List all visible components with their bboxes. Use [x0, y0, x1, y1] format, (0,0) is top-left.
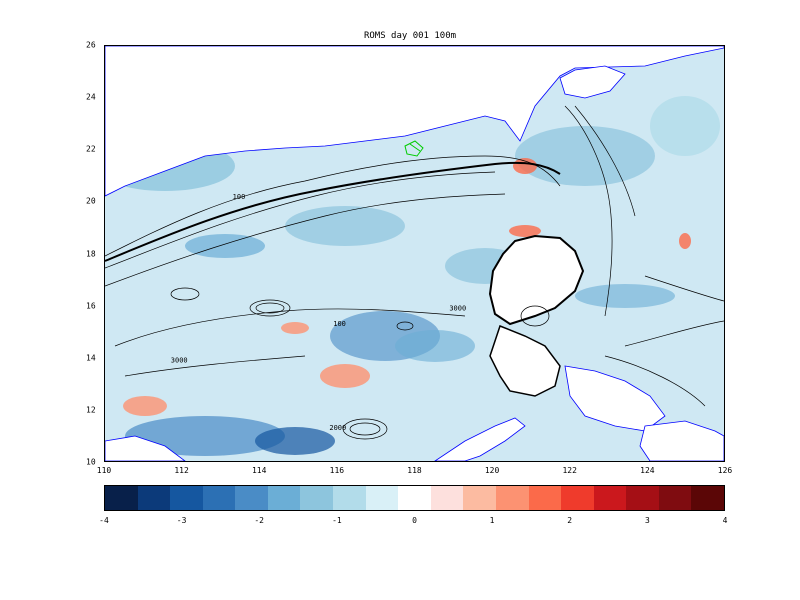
colorbar-swatch: [398, 486, 431, 510]
colorbar-swatch: [658, 486, 692, 510]
y-tick-label: 16: [86, 301, 96, 311]
x-tick-label: 110: [96, 466, 112, 475]
x-tick-label: 116: [329, 466, 345, 475]
colorbar-swatch: [333, 486, 366, 510]
x-tick-label: 114: [251, 466, 267, 475]
colorbar-swatch: [463, 486, 496, 510]
contour-label: 2000: [329, 424, 346, 432]
x-tick-label: 124: [640, 466, 655, 475]
contour-label: 100: [233, 193, 246, 201]
y-tick-label: 12: [86, 405, 96, 415]
x-tick-label: 118: [407, 466, 422, 475]
land-borneo: [105, 435, 186, 461]
colorbar-tick-label: 4: [722, 516, 728, 525]
land-luzon-south: [489, 325, 561, 397]
land-visayas: [564, 365, 666, 432]
map-canvas: 100 3000 3000 2000 100: [105, 46, 724, 461]
colorbar-tick-label: 2: [567, 516, 573, 525]
contour-label: 100: [333, 320, 346, 328]
land-taiwan: [559, 65, 626, 99]
x-tick-label: 112: [174, 466, 189, 475]
colorbar-swatch: [137, 486, 171, 510]
colorbar-swatch: [235, 486, 268, 510]
colorbar-swatch: [105, 486, 138, 510]
x-tick-label: 126: [717, 466, 733, 475]
colorbar: [104, 485, 725, 511]
bathymetry-contours: [105, 105, 724, 440]
y-tick-label: 26: [86, 40, 96, 50]
contour-labels: 100 3000 3000 2000 100: [171, 193, 466, 432]
station-marker: [404, 140, 424, 157]
map-panel: 100 3000 3000 2000 100: [104, 45, 725, 462]
colorbar-swatch: [593, 486, 627, 510]
y-tick-label: 20: [86, 196, 96, 206]
colorbar-swatch: [528, 486, 562, 510]
land-luzon: [488, 234, 585, 326]
colorbar-swatch: [267, 486, 301, 510]
y-tick-label: 14: [86, 353, 96, 363]
land-mainland: [105, 46, 724, 197]
colorbar-tick-label: -2: [254, 516, 265, 525]
land-palawan: [434, 417, 526, 461]
x-tick-label: 120: [484, 466, 500, 475]
x-tick-label: 122: [562, 466, 577, 475]
colorbar-swatch: [691, 486, 724, 510]
y-tick-label: 24: [86, 92, 96, 102]
colorbar-swatch: [170, 486, 203, 510]
plot-title: ROMS day 001 100m: [363, 31, 457, 41]
y-tick-label: 10: [86, 457, 96, 467]
colorbar-swatch: [495, 486, 529, 510]
colorbar-swatch: [561, 486, 594, 510]
y-tick-label: 18: [86, 249, 96, 258]
colorbar-tick-label: 0: [412, 516, 417, 525]
colorbar-tick-label: 3: [644, 516, 650, 525]
y-tick-label: 22: [86, 144, 96, 154]
colorbar-tick-label: -4: [99, 516, 109, 525]
contour-label: 3000: [449, 305, 466, 313]
colorbar-swatch: [202, 486, 236, 510]
colorbar-tick-label: 1: [489, 516, 495, 525]
colorbar-swatch: [626, 486, 659, 510]
colorbar-swatch: [430, 486, 464, 510]
colorbar-swatch: [300, 486, 334, 510]
colorbar-tick-label: -3: [176, 516, 187, 525]
contour-label: 3000: [171, 356, 188, 364]
colorbar-tick-label: -1: [332, 516, 342, 525]
colorbar-swatch: [365, 486, 399, 510]
land-mindanao: [639, 420, 724, 461]
